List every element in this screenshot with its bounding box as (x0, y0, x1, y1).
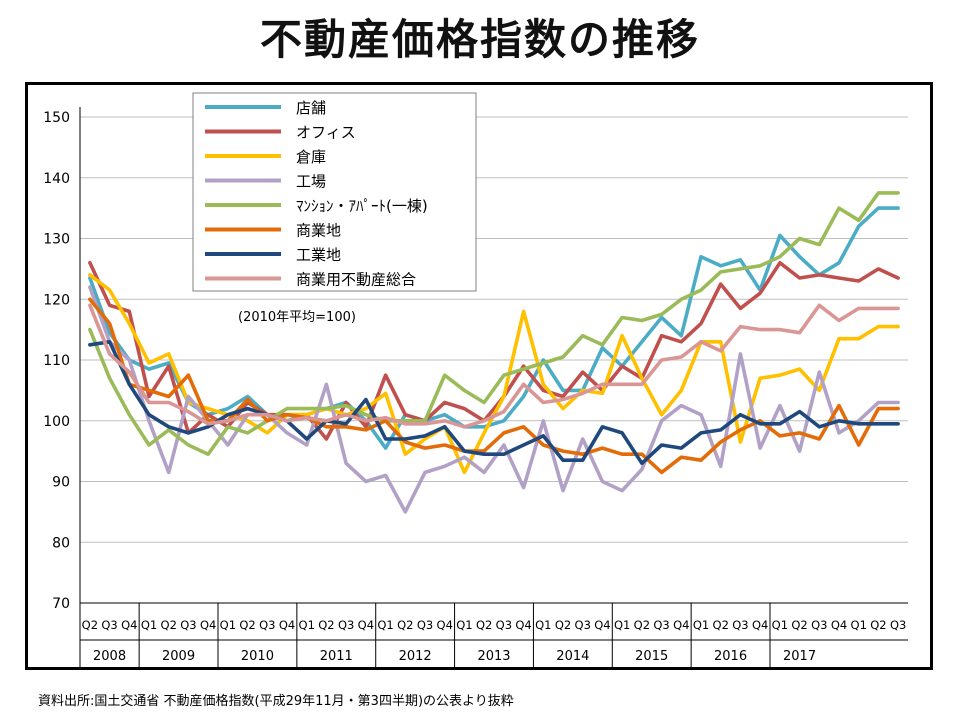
legend-box (192, 92, 477, 292)
x-tick-label: Q2 (239, 618, 255, 632)
legend-label: 倉庫 (296, 148, 326, 166)
x-tick-label: Q3 (653, 618, 669, 632)
x-tick-label: Q3 (180, 618, 196, 632)
x-tick-label: Q3 (890, 618, 906, 632)
x-tick-label: Q1 (141, 618, 157, 632)
legend-label: 工場 (296, 173, 326, 191)
x-tick-label: Q4 (594, 618, 610, 632)
x-tick-label: Q3 (259, 618, 275, 632)
x-tick-label: Q3 (732, 618, 748, 632)
x-tick-label: Q1 (535, 618, 551, 632)
x-tick-label: Q2 (476, 618, 492, 632)
y-tick-label: 100 (43, 414, 70, 430)
x-tick-label: Q4 (752, 618, 768, 632)
x-tick-label: Q3 (101, 618, 117, 632)
legend-label: 店舗 (296, 99, 326, 117)
x-tick-label: Q4 (515, 618, 531, 632)
series-line (88, 285, 900, 514)
x-tick-label: Q1 (614, 618, 630, 632)
year-label: 2012 (399, 649, 432, 664)
x-tick-label: Q3 (417, 618, 433, 632)
year-label: 2009 (162, 649, 195, 664)
series-line (88, 191, 900, 457)
legend-label: 工業地 (296, 246, 341, 264)
page-title: 不動産価格指数の推移 (259, 15, 700, 64)
x-tick-label: Q1 (299, 618, 315, 632)
y-tick-label: 90 (52, 475, 70, 491)
x-tick-label: Q4 (358, 618, 374, 632)
y-tick-label: 150 (43, 110, 70, 126)
year-label: 2011 (320, 649, 353, 664)
x-tick-label: Q1 (377, 618, 393, 632)
x-tick-label: Q1 (772, 618, 788, 632)
year-label: 2015 (635, 649, 668, 664)
x-tick-label: Q2 (82, 618, 98, 632)
legend-label: 商業用不動産総合 (296, 271, 416, 289)
y-tick-label: 130 (43, 232, 70, 248)
series-line (88, 261, 900, 441)
legend-label: ﾏﾝｼｮﾝ・ｱﾊﾟｰﾄ(一棟) (296, 197, 428, 215)
x-tick-label: Q2 (791, 618, 807, 632)
chart-frame: 70 80 90 100 110 120 130 140 150 Q2 Q3 Q4 Q1 Q2 Q3 Q4 Q1… (25, 82, 933, 670)
y-tick-label: 80 (52, 535, 70, 551)
year-label: 2013 (477, 649, 510, 664)
legend-label: 商業地 (296, 222, 341, 240)
x-tick-label: Q2 (870, 618, 886, 632)
y-tick-label: 140 (43, 171, 70, 187)
x-tick-label: Q4 (831, 618, 847, 632)
series-line (88, 339, 900, 466)
year-label: 2014 (556, 649, 589, 664)
x-tick-label: Q3 (496, 618, 512, 632)
legend-label: オフィス (296, 124, 356, 142)
y-tick-label: 120 (43, 292, 70, 308)
year-label: 2008 (93, 649, 126, 664)
x-tick-label: Q4 (200, 618, 216, 632)
series-layer (88, 191, 900, 514)
x-tick-label: Q2 (161, 618, 177, 632)
y-tick-label: 70 (52, 596, 70, 612)
series-line (88, 303, 900, 429)
x-tick-label: Q3 (575, 618, 591, 632)
x-tick-label: Q1 (220, 618, 236, 632)
year-label: 2017 (783, 649, 816, 664)
x-tick-label: Q1 (851, 618, 867, 632)
x-tick-label: Q3 (811, 618, 827, 632)
y-tick-label: 110 (43, 353, 70, 369)
x-tick-label: Q4 (279, 618, 295, 632)
year-label: 2016 (714, 649, 747, 664)
x-tick-label: Q2 (713, 618, 729, 632)
x-tick-label: Q4 (437, 618, 453, 632)
x-tick-label: Q4 (121, 618, 137, 632)
x-tick-label: Q1 (456, 618, 472, 632)
series-line (88, 206, 900, 450)
x-tick-label: Q4 (673, 618, 689, 632)
x-tick-label: Q2 (555, 618, 571, 632)
x-tick-label: Q1 (693, 618, 709, 632)
x-tick-label: Q3 (338, 618, 354, 632)
year-label: 2010 (241, 649, 274, 664)
x-tick-label: Q2 (634, 618, 650, 632)
x-tick-label: Q2 (397, 618, 413, 632)
x-tick-label: Q2 (318, 618, 334, 632)
source-note: 資料出所:国土交通省 不動産価格指数(平成29年11月・第3四半期)の公表より抜… (38, 694, 514, 709)
base-note: (2010年平均=100) (238, 310, 356, 325)
